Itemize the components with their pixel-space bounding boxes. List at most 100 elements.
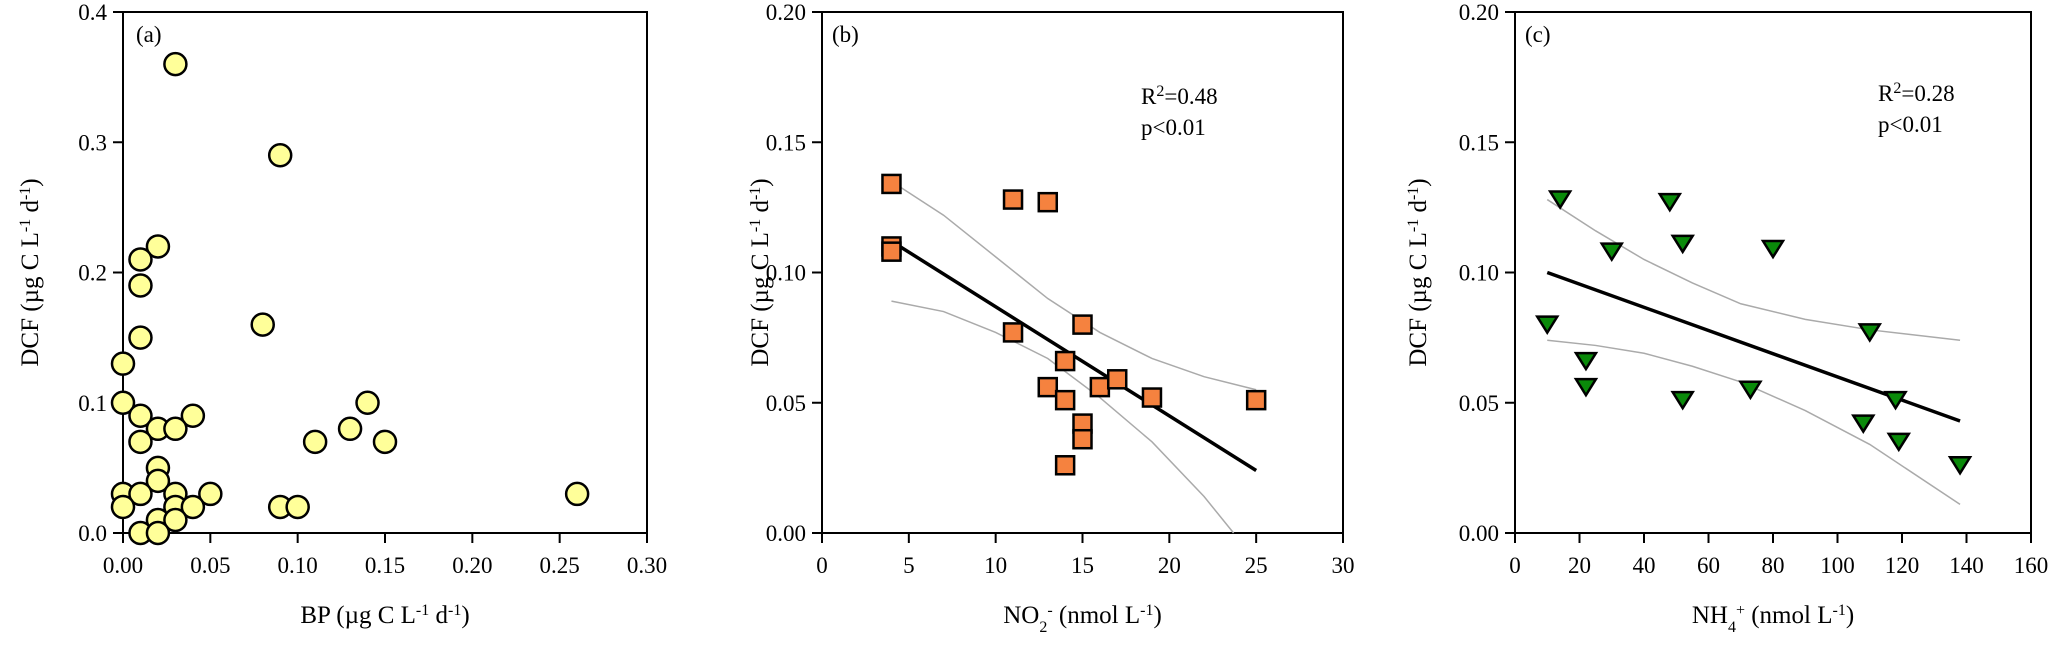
data-point: [1054, 455, 1076, 476]
data-point: [1883, 390, 1908, 411]
data-point: [128, 403, 153, 429]
data-point: [881, 241, 902, 262]
panel-a: 0.0 0.1 0.2 0.3 0.4 0.00 0.05 0.10 0.15 0.20 0.25 0…: [17, 0, 668, 629]
x-tick-label: 0.30: [627, 553, 667, 578]
label-segment: BP (µg C L: [300, 602, 416, 629]
data-point: [564, 481, 590, 507]
r-symbol: R: [1878, 81, 1894, 106]
label-segment: ): [1153, 602, 1161, 629]
label-segment: ): [461, 602, 469, 629]
x-tick-label: 0.10: [278, 553, 318, 578]
data-point: [128, 481, 153, 507]
subscript: 2: [1039, 619, 1047, 636]
label-segment: ): [747, 178, 774, 186]
x-tick-label: 140: [1949, 553, 1984, 578]
y-tick-label: 0.15: [766, 130, 806, 155]
x-tick-label: 100: [1820, 553, 1855, 578]
y-tick-label: 0.20: [1459, 0, 1499, 25]
superscript: -1: [747, 219, 764, 232]
x-tick-label: 40: [1633, 553, 1656, 578]
y-tick-label: 0.00: [1459, 521, 1499, 546]
data-point: [1037, 191, 1059, 213]
y-tick-label: 0.05: [766, 391, 806, 416]
label-segment: d: [1405, 200, 1432, 219]
p-value-annotation: p<0.01: [1878, 112, 1943, 137]
data-point: [128, 273, 153, 298]
superscript: -1: [1405, 187, 1422, 200]
superscript: 2: [1156, 83, 1164, 100]
x-axis-label: NH4+ (nmol L-1): [1692, 602, 1854, 636]
data-point: [110, 390, 136, 415]
superscript: -1: [1405, 219, 1422, 232]
data-point: [337, 416, 363, 442]
y-axis-label: DCF (µg C L-1 d-1): [17, 178, 45, 366]
confidence-band-lower: [891, 300, 1235, 534]
panel-tag: (b): [832, 22, 859, 47]
x-tick-label: 20: [1568, 553, 1591, 578]
data-point: [1670, 234, 1695, 255]
data-point: [128, 247, 153, 272]
y-tick-label: 0.00: [766, 521, 806, 546]
y-tick-label: 0.0: [78, 521, 107, 546]
data-point: [1851, 414, 1876, 434]
data-point: [355, 390, 380, 415]
data-point: [1573, 351, 1599, 372]
label-segment: DCF (µg C L: [747, 232, 774, 367]
data-point: [1547, 190, 1573, 210]
data-point: [1760, 239, 1786, 260]
p-value-annotation: p<0.01: [1141, 115, 1206, 140]
r-squared-annotation: R2=0.48: [1141, 83, 1218, 110]
superscript: -1: [1140, 602, 1153, 619]
data-point: [267, 143, 293, 168]
data-point: [285, 494, 310, 520]
x-tick-label: 160: [2014, 553, 2049, 578]
panel-tag: (c): [1525, 22, 1551, 47]
superscript: -1: [1832, 602, 1845, 619]
y-tick-label: 0.2: [78, 261, 107, 286]
data-point: [372, 429, 398, 455]
superscript: +: [1736, 602, 1745, 619]
data-point: [1106, 369, 1128, 390]
superscript: -1: [416, 602, 429, 619]
x-tick-label: 120: [1885, 553, 1920, 578]
data-point: [1054, 350, 1076, 372]
superscript: -1: [17, 187, 34, 200]
data-point: [881, 173, 902, 195]
label-segment: NH: [1692, 602, 1728, 629]
data-point: [198, 481, 223, 507]
confidence-band-lower: [1547, 339, 1961, 505]
x-tick-label: 15: [1071, 553, 1094, 578]
panel-c: 0.00 0.05 0.10 0.15 0.20 0 20 40 60 80 100 120 140 16…: [1405, 0, 2049, 636]
label-segment: d: [17, 200, 44, 219]
data-point: [1886, 432, 1912, 453]
data-point: [1599, 242, 1625, 263]
data-point: [1072, 428, 1093, 450]
superscript: -1: [448, 602, 461, 619]
y-tick-label: 0.15: [1459, 130, 1499, 155]
superscript: -: [1047, 602, 1052, 619]
data-point: [128, 325, 153, 350]
y-tick-label: 0.10: [1459, 261, 1499, 286]
y-tick-label: 0.20: [766, 0, 806, 25]
x-tick-label: 0.00: [103, 553, 143, 578]
x-axis-label: BP (µg C L-1 d-1): [300, 602, 469, 630]
data-point: [1657, 192, 1683, 213]
label-segment: DCF (µg C L: [1405, 232, 1432, 367]
data-point: [1670, 390, 1695, 411]
data-point: [1857, 323, 1883, 343]
y-tick-label: 0.1: [78, 391, 107, 416]
x-tick-label: 25: [1245, 553, 1268, 578]
x-tick-label: 80: [1762, 553, 1785, 578]
data-point: [180, 494, 206, 520]
x-tick-label: 0.05: [190, 553, 230, 578]
data-point: [163, 416, 188, 442]
y-tick-label: 0.4: [78, 0, 107, 25]
data-point: [145, 468, 171, 494]
plot-frame: [122, 11, 648, 534]
label-segment: (nmol L: [1745, 602, 1833, 629]
data-point: [110, 494, 136, 520]
data-point: [1245, 389, 1267, 411]
data-point: [1947, 456, 1973, 476]
